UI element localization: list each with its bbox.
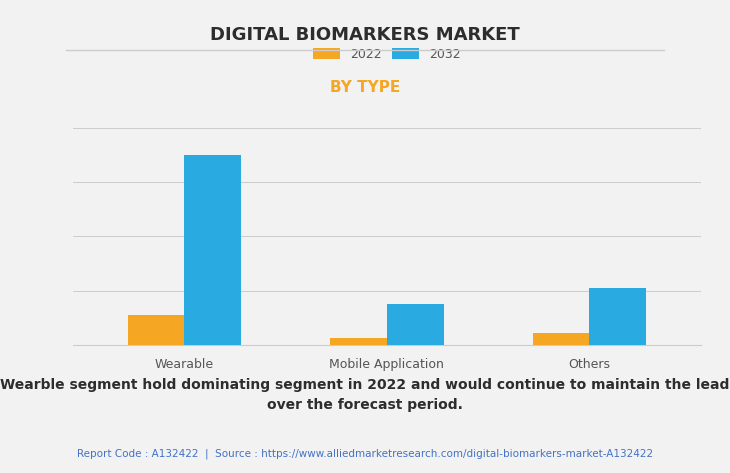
Bar	[533, 333, 589, 345]
Bar	[128, 315, 185, 345]
Text: DIGITAL BIOMARKERS MARKET: DIGITAL BIOMARKERS MARKET	[210, 26, 520, 44]
Bar	[387, 305, 444, 345]
Bar	[330, 338, 387, 345]
Bar	[589, 288, 646, 345]
Text: BY TYPE: BY TYPE	[330, 80, 400, 95]
Text: Wearble segment hold dominating segment in 2022 and would continue to maintain t: Wearble segment hold dominating segment …	[0, 377, 730, 412]
Text: Report Code : A132422  |  Source : https://www.alliedmarketresearch.com/digital-: Report Code : A132422 | Source : https:/…	[77, 449, 653, 459]
Legend: 2022, 2032: 2022, 2032	[308, 43, 466, 66]
Bar	[185, 155, 241, 345]
